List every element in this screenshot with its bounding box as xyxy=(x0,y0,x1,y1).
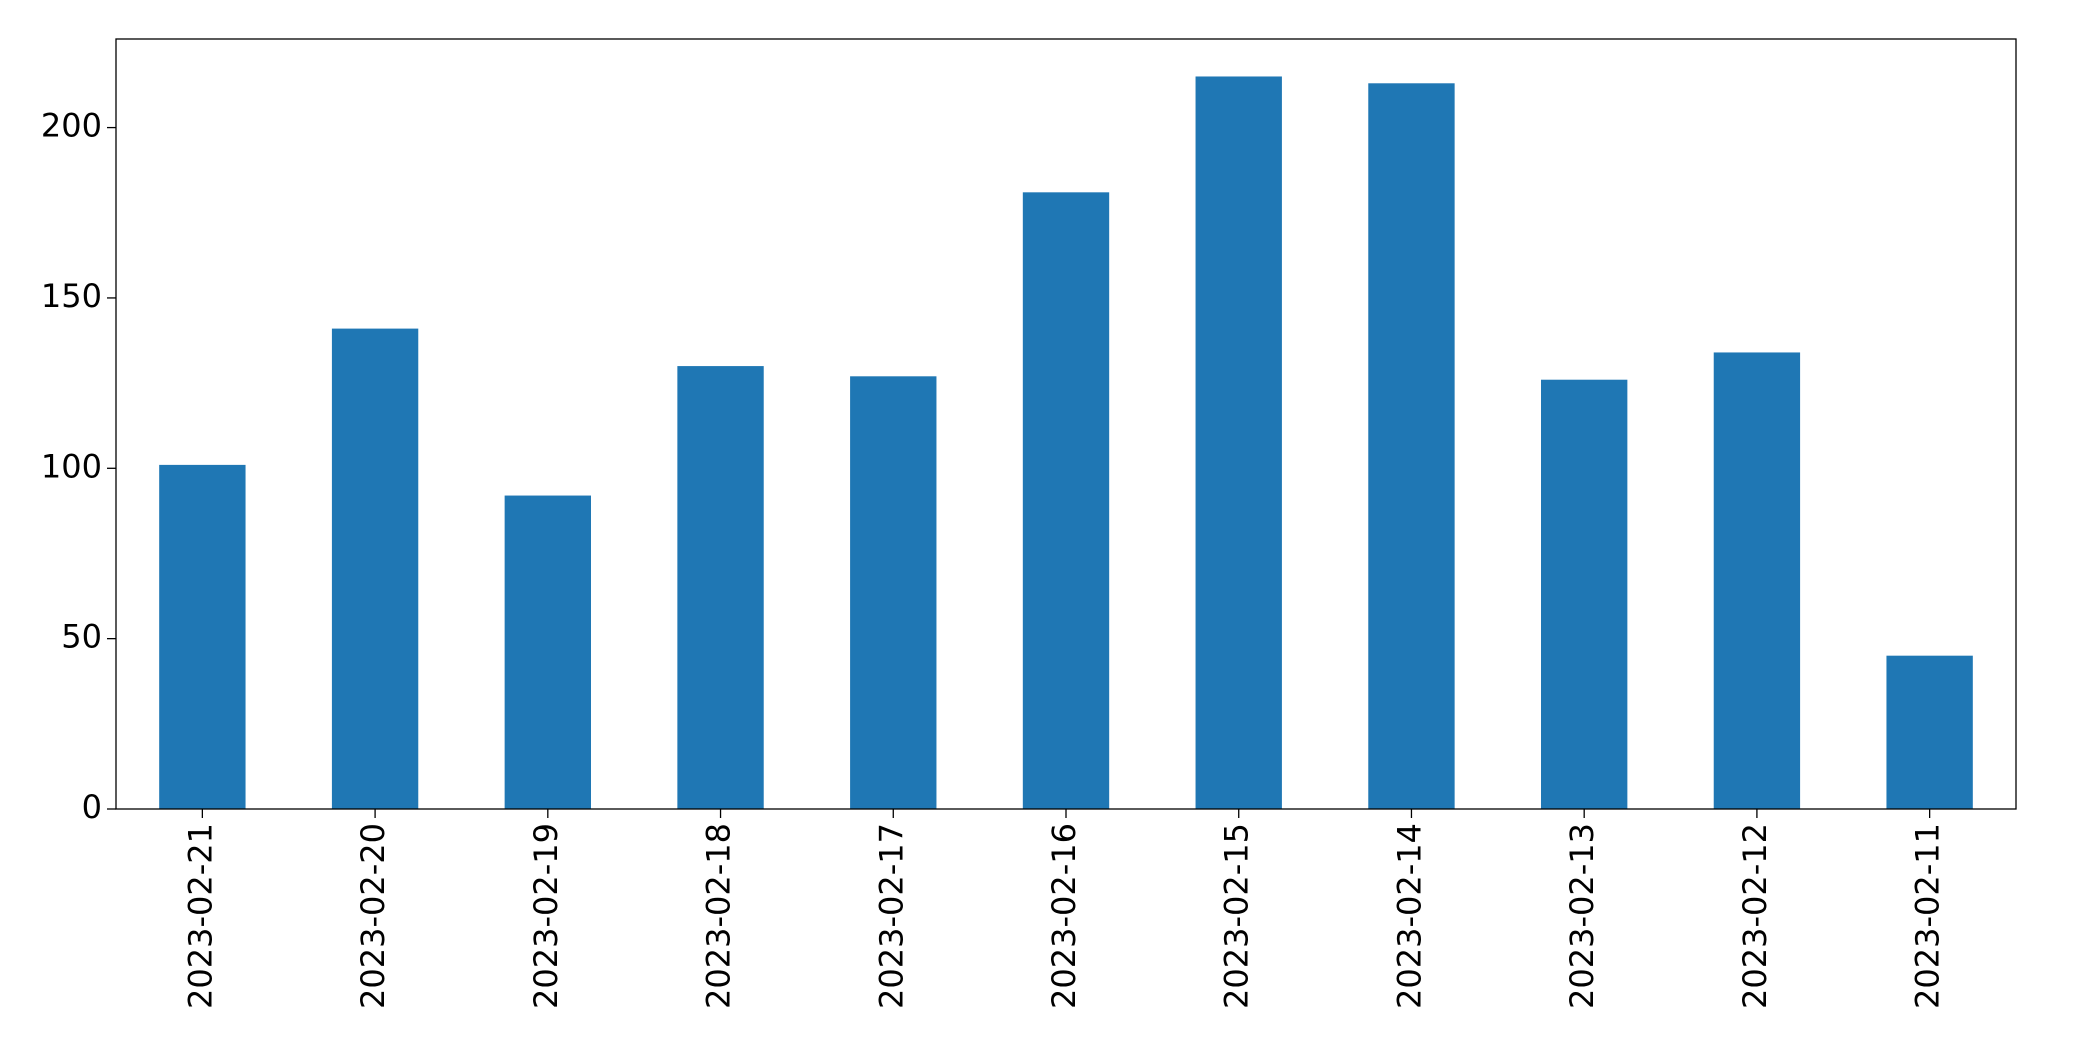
bar xyxy=(1541,379,1628,809)
x-tick-label: 2023-02-16 xyxy=(1045,823,1083,1009)
x-tick-label: 2023-02-18 xyxy=(700,823,738,1009)
bar xyxy=(1886,655,1973,809)
x-tick-label: 2023-02-13 xyxy=(1563,823,1601,1009)
y-tick-label: 0 xyxy=(82,788,102,826)
y-tick-label: 100 xyxy=(41,447,102,485)
y-tick-label: 50 xyxy=(61,618,102,656)
bar xyxy=(1713,352,1801,809)
bar xyxy=(159,464,246,809)
x-tick-label: 2023-02-21 xyxy=(181,823,219,1009)
bar xyxy=(331,328,419,809)
x-tick-label: 2023-02-15 xyxy=(1218,823,1256,1009)
plot-frame xyxy=(115,38,2017,810)
x-tick-label: 2023-02-12 xyxy=(1736,823,1774,1009)
bar xyxy=(1195,76,1282,809)
bar xyxy=(850,376,937,809)
y-tick-label: 200 xyxy=(41,107,102,145)
x-tick-label: 2023-02-11 xyxy=(1909,823,1947,1009)
bar xyxy=(677,366,764,809)
x-tick-label: 2023-02-14 xyxy=(1390,823,1428,1009)
bar xyxy=(1368,83,1455,809)
bar xyxy=(504,495,591,809)
x-tick-label: 2023-02-17 xyxy=(872,823,910,1009)
bar xyxy=(1022,192,1110,809)
x-tick-label: 2023-02-19 xyxy=(527,823,565,1009)
y-tick-label: 150 xyxy=(41,277,102,315)
x-tick-label: 2023-02-20 xyxy=(354,823,392,1009)
